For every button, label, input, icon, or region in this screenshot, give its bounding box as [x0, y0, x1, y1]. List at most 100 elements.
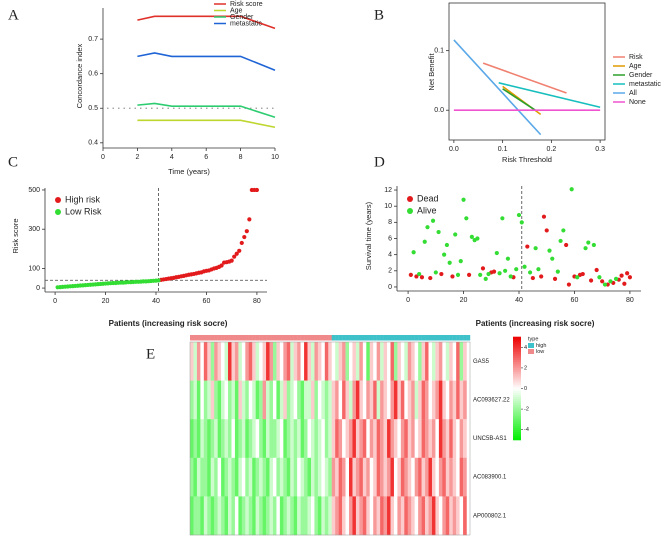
heat-cell: [345, 496, 350, 536]
y-tick-label: 10: [384, 203, 392, 210]
series-line: [502, 88, 536, 111]
heat-cell: [259, 496, 263, 536]
heat-cell: [297, 496, 301, 536]
heat-cell: [359, 457, 364, 497]
heat-cell: [425, 380, 429, 420]
type-annotation: [418, 335, 422, 341]
heat-cell: [376, 380, 381, 420]
type-annotation: [425, 335, 429, 341]
heat-cell: [431, 380, 436, 420]
heat-cell: [221, 419, 225, 458]
heat-cell: [373, 342, 377, 381]
colorbar-step: [513, 435, 521, 439]
point: [494, 250, 499, 256]
heat-cell: [234, 419, 239, 458]
point: [469, 234, 474, 239]
x-tick-label: 6: [204, 154, 208, 161]
point: [436, 229, 441, 235]
type-legend-swatch: [528, 349, 534, 354]
heat-cell: [234, 380, 239, 420]
colorbar-step: [513, 359, 521, 363]
colorbar-label: -4: [524, 427, 529, 433]
heat-cell: [300, 380, 305, 420]
colorbar-step: [513, 423, 521, 426]
point: [466, 272, 472, 277]
colorbar-step: [513, 357, 521, 360]
heat-cell: [203, 419, 208, 458]
legend-label: Risk: [629, 54, 643, 61]
heat-cell: [252, 496, 256, 536]
heat-cell: [234, 342, 239, 381]
heat-cell: [200, 419, 205, 458]
colorbar-step: [513, 386, 521, 389]
heat-cell: [245, 457, 249, 497]
heat-cell: [362, 457, 367, 497]
heat-cell: [245, 380, 249, 420]
legend-label: All: [629, 90, 637, 97]
colorbar-step: [513, 342, 521, 346]
heat-cell: [255, 380, 260, 420]
heat-cell: [421, 457, 426, 497]
type-annotation: [366, 335, 370, 341]
colorbar-step: [513, 338, 521, 342]
heat-cell: [428, 457, 433, 497]
heat-cell: [248, 342, 253, 381]
colorbar-label: 2: [524, 365, 527, 371]
heat-cell: [314, 380, 319, 420]
point: [602, 282, 608, 287]
heat-cell: [390, 496, 395, 536]
heat-cell: [272, 457, 277, 497]
heat-cell: [207, 342, 211, 381]
heat-cell: [400, 380, 405, 420]
heat-cell: [193, 496, 198, 536]
heat-cell: [328, 342, 332, 381]
y-tick-label: 0: [36, 285, 40, 292]
heat-cell: [266, 380, 270, 420]
y-tick-label: 0.6: [88, 71, 98, 78]
heat-cell: [435, 419, 440, 458]
type-annotation: [241, 335, 246, 341]
heat-cell: [200, 457, 205, 497]
heat-cell: [404, 342, 408, 381]
heat-cell: [400, 496, 405, 536]
type-annotation: [259, 335, 263, 341]
heat-cell: [317, 496, 322, 536]
heat-cell: [255, 496, 260, 536]
colorbar-step: [513, 361, 521, 365]
heat-cell: [324, 380, 329, 420]
heat-cell: [407, 457, 412, 497]
heat-cell: [435, 457, 440, 497]
heat-cell: [390, 380, 395, 420]
colorbar-step: [513, 365, 521, 369]
x-axis-label: Risk Threshold: [502, 155, 552, 164]
type-annotation: [452, 335, 457, 341]
heat-cell: [324, 496, 329, 536]
heat-cell: [352, 457, 357, 497]
heat-cell: [459, 496, 464, 536]
heat-cell: [248, 457, 253, 497]
heat-cell: [393, 419, 398, 458]
heat-cell: [193, 457, 198, 497]
point: [586, 240, 591, 245]
heat-cell: [345, 457, 350, 497]
point: [428, 275, 433, 281]
y-tick-label: 4: [388, 251, 392, 258]
x-tick-label: 60: [203, 298, 211, 305]
heat-cell: [369, 457, 374, 497]
type-annotation: [435, 335, 440, 341]
heat-cell: [228, 419, 232, 458]
heat-cell: [349, 342, 353, 381]
heat-cell: [421, 496, 426, 536]
point: [430, 218, 436, 223]
point: [254, 187, 260, 193]
heat-cell: [196, 419, 201, 458]
heat-cell: [228, 342, 232, 381]
heat-cell: [456, 342, 460, 381]
heat-cell: [459, 457, 464, 497]
point: [519, 220, 524, 225]
colorbar-step: [513, 353, 521, 356]
series-line: [498, 82, 601, 109]
heat-cell: [369, 419, 374, 458]
point: [530, 275, 535, 281]
x-tick-label: 0: [53, 298, 57, 305]
